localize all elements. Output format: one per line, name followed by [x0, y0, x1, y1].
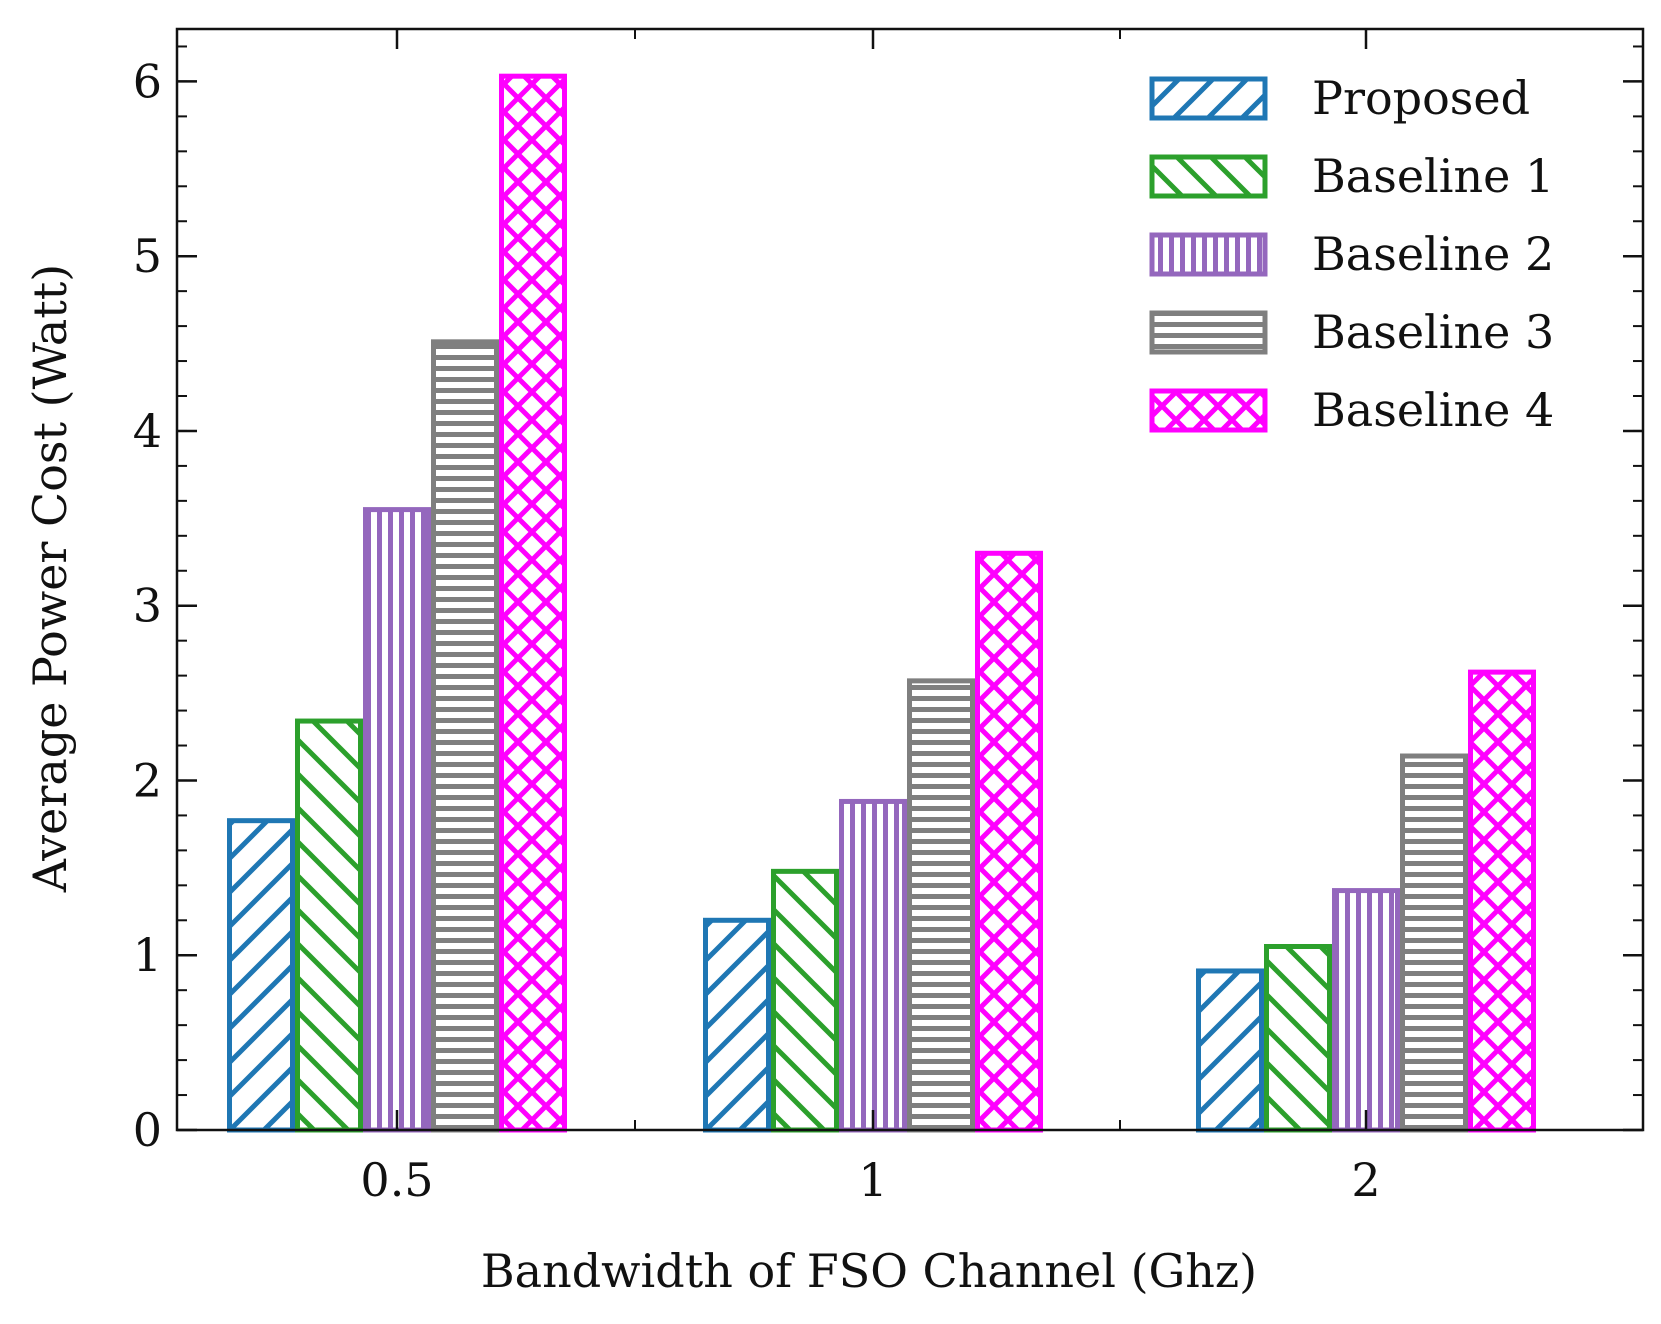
bar-baseline-2-0.5 — [363, 507, 431, 1133]
x-tick-label: 0.5 — [360, 1153, 433, 1207]
x-tick-label: 2 — [1351, 1153, 1380, 1207]
y-tick-label: 6 — [133, 54, 162, 108]
legend-label-baseline-4: Baseline 4 — [1312, 383, 1554, 437]
legend-label-baseline-2: Baseline 2 — [1312, 227, 1554, 281]
bar-baseline-1-0.5 — [295, 718, 363, 1133]
y-tick-label: 5 — [133, 229, 162, 283]
axes-group — [175, 27, 1645, 1132]
legend-label-proposed: Proposed — [1312, 71, 1530, 125]
ticks-group: 0 1 2 3 4 5 6 0.5 1 2 — [133, 29, 1643, 1207]
legend-swatch-proposed — [1149, 76, 1268, 121]
bar-baseline-3-1 — [907, 678, 975, 1133]
bar-baseline-3-0.5 — [431, 339, 499, 1133]
y-tick-label: 1 — [133, 928, 162, 982]
legend-label-baseline-3: Baseline 3 — [1312, 305, 1554, 359]
bar-baseline-4-0.5 — [499, 73, 567, 1133]
y-tick-label: 4 — [133, 404, 162, 458]
x-tick-label: 1 — [858, 1153, 887, 1207]
legend-label-baseline-1: Baseline 1 — [1312, 149, 1554, 203]
bar-baseline-4-1 — [975, 550, 1043, 1133]
legend-swatch-baseline-3 — [1149, 310, 1268, 355]
bar-baseline-3-2 — [1400, 753, 1468, 1133]
bar-baseline-2-1 — [839, 798, 907, 1133]
x-axis-label: Bandwidth of FSO Channel (Ghz) — [481, 1244, 1257, 1298]
bar-proposed-0.5 — [227, 818, 295, 1133]
bar-baseline-2-2 — [1332, 888, 1400, 1133]
bar-baseline-4-2 — [1468, 669, 1536, 1133]
y-tick-label: 3 — [133, 579, 162, 633]
legend: Proposed Baseline 1 Baseline 2 Baseline 3 Ba… — [1149, 71, 1554, 437]
y-tick-label: 0 — [133, 1103, 162, 1157]
y-axis-label: Average Power Cost (Watt) — [23, 264, 77, 893]
bar-baseline-1-2 — [1264, 944, 1332, 1133]
legend-swatch-baseline-1 — [1149, 154, 1268, 199]
legend-swatch-baseline-2 — [1149, 232, 1268, 277]
bar-baseline-1-1 — [771, 868, 839, 1133]
bar-proposed-1 — [703, 917, 771, 1133]
legend-swatch-baseline-4 — [1149, 388, 1268, 433]
bars-group — [227, 73, 1536, 1133]
plot-frame — [175, 27, 1645, 1132]
y-tick-label: 2 — [133, 753, 162, 807]
bar-proposed-2 — [1196, 968, 1264, 1133]
